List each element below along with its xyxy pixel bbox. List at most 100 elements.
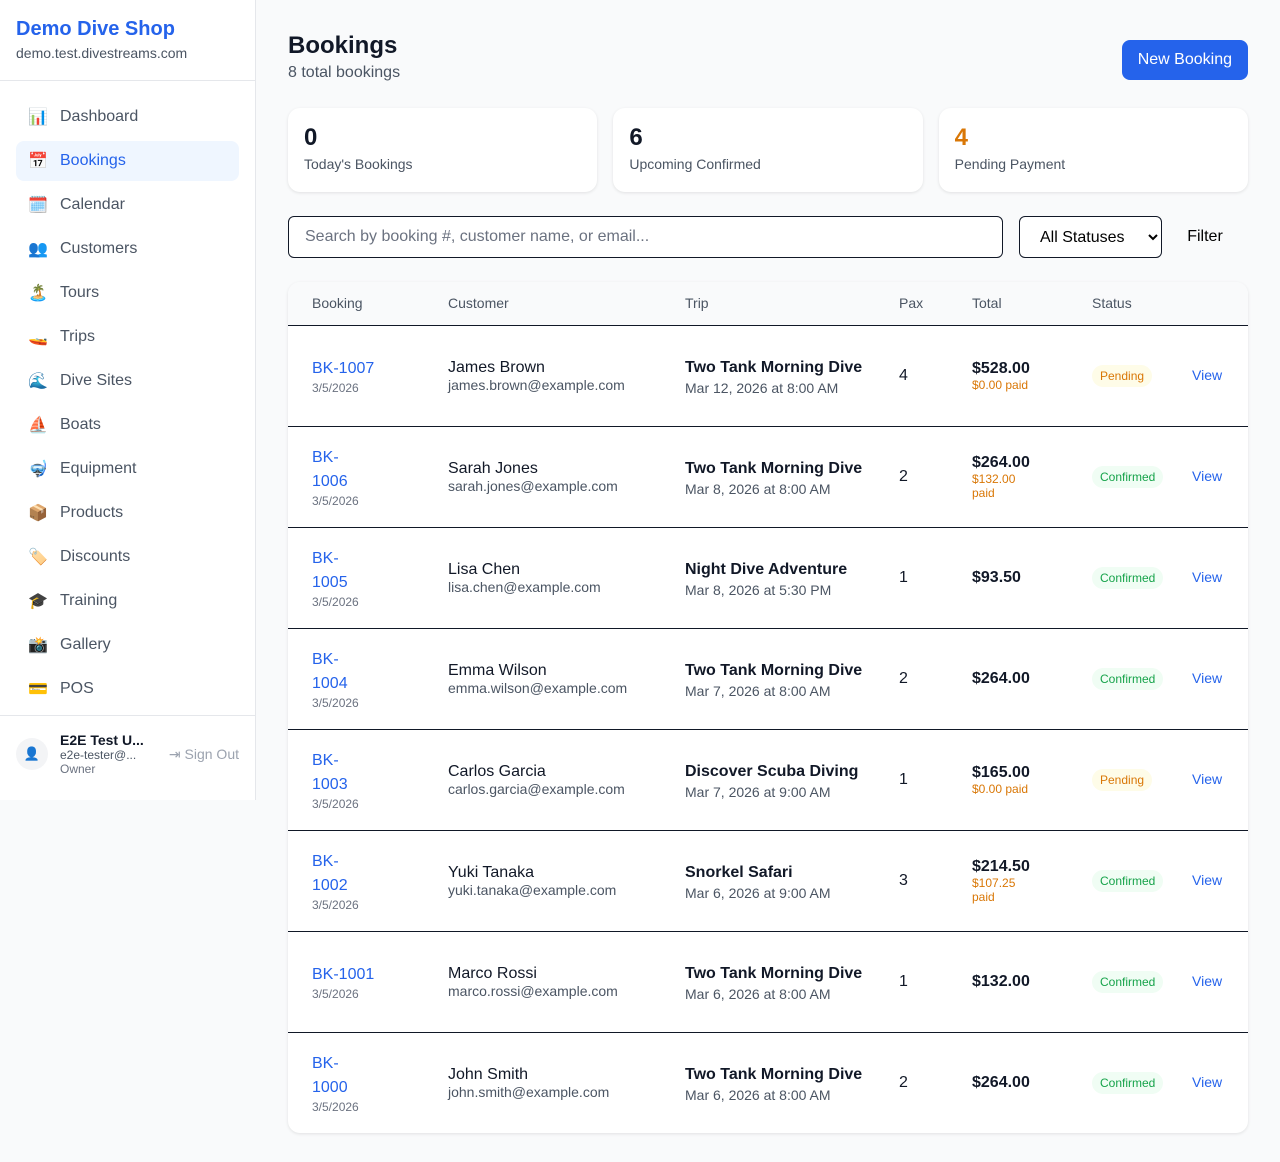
amount-paid: $0.00 paid — [972, 781, 1029, 796]
customer-email: marco.rossi@example.com — [448, 982, 618, 999]
booking-id-link[interactable]: BK-1006 — [312, 448, 348, 490]
stat-value: 6 — [629, 124, 643, 151]
view-link[interactable]: View — [1192, 467, 1223, 484]
pax-count: 1 — [875, 729, 948, 831]
customer-name: Yuki Tanaka — [448, 863, 534, 881]
sidebar-item-tours[interactable]: 🏝️ Tours — [16, 273, 239, 313]
calendar-icon: 🗓️ — [28, 197, 48, 214]
table-row[interactable]: BK-1005 3/5/2026 Lisa Chen lisa.chen@examp… — [288, 527, 1248, 629]
stats-row: 0 Today's Bookings 6 Upcoming Confirmed 4 Pen… — [288, 108, 1248, 192]
status-badge: Confirmed — [1092, 465, 1164, 488]
table-row[interactable]: BK-1000 3/5/2026 John Smith john.smith@exa… — [288, 1032, 1248, 1133]
sidebar-item-training[interactable]: 🎓 Training — [16, 581, 239, 621]
customer-name: Sarah Jones — [448, 459, 538, 477]
island-icon: 🏝️ — [28, 285, 48, 302]
customer-name: Emma Wilson — [448, 661, 547, 679]
sidebar-item-boats[interactable]: ⛵ Boats — [16, 405, 239, 445]
column-header: Total — [948, 282, 1068, 326]
column-header: Pax — [875, 282, 948, 326]
user-email: e2e-tester@... — [60, 748, 137, 762]
booking-date: 3/5/2026 — [312, 986, 359, 1001]
status-badge: Confirmed — [1092, 869, 1164, 892]
booking-id-link[interactable]: BK-1007 — [312, 359, 375, 377]
sidebar-item-equipment[interactable]: 🤿 Equipment — [16, 449, 239, 489]
status-badge: Confirmed — [1092, 970, 1164, 993]
people-icon: 👥 — [28, 241, 48, 258]
shop-name[interactable]: Demo Dive Shop — [16, 18, 175, 40]
sidebar-item-label: Dive Sites — [60, 372, 133, 389]
booking-id-link[interactable]: BK-1000 — [312, 1054, 348, 1096]
customer-email: sarah.jones@example.com — [448, 477, 618, 494]
sidebar-item-gallery[interactable]: 📸 Gallery — [16, 625, 239, 665]
trip-date: Mar 8, 2026 at 8:00 AM — [685, 480, 831, 497]
sidebar-item-products[interactable]: 📦 Products — [16, 493, 239, 533]
view-link[interactable]: View — [1192, 366, 1223, 383]
customer-name: Carlos Garcia — [448, 762, 546, 780]
sidebar-item-label: Tours — [60, 284, 100, 301]
booking-total: $264.00 — [972, 453, 1030, 471]
pax-count: 2 — [875, 628, 948, 730]
sidebar-item-bookings[interactable]: 📅 Bookings — [16, 141, 239, 181]
view-link[interactable]: View — [1192, 871, 1223, 888]
booking-id-link[interactable]: BK-1002 — [312, 852, 348, 894]
sidebar-item-calendar[interactable]: 🗓️ Calendar — [16, 185, 239, 225]
stat-card: 0 Today's Bookings — [288, 108, 598, 192]
status-badge: Pending — [1092, 364, 1153, 387]
table-row[interactable]: BK-1007 3/5/2026 James Brown james.brown@e… — [288, 325, 1248, 427]
booking-id-link[interactable]: BK-1005 — [312, 549, 348, 591]
sidebar-item-dashboard[interactable]: 📊 Dashboard — [16, 97, 239, 137]
column-header: Customer — [424, 282, 661, 326]
booking-id-link[interactable]: BK-1003 — [312, 751, 348, 793]
sidebar-item-customers[interactable]: 👥 Customers — [16, 229, 239, 269]
search-input[interactable] — [288, 216, 1003, 258]
trip-name: Two Tank Morning Dive — [685, 1065, 863, 1083]
booking-total: $528.00 — [972, 359, 1030, 377]
user-avatar-icon: 👤 — [16, 738, 48, 770]
filter-button[interactable]: Filter — [1162, 228, 1248, 246]
calendar-date-icon: 📅 — [28, 153, 48, 170]
pax-count: 4 — [875, 325, 948, 427]
booking-id-link[interactable]: BK-1001 — [312, 965, 375, 983]
sidebar-item-trips[interactable]: 🚤 Trips — [16, 317, 239, 357]
stat-label: Today's Bookings — [304, 156, 413, 172]
view-link[interactable]: View — [1192, 972, 1223, 989]
trip-date: Mar 6, 2026 at 9:00 AM — [685, 884, 831, 901]
amount-paid: $132.00 paid — [972, 471, 1016, 500]
table-row[interactable]: BK-1006 3/5/2026 Sarah Jones sarah.jones@e… — [288, 426, 1248, 528]
booking-date: 3/5/2026 — [312, 796, 359, 811]
table-row[interactable]: BK-1002 3/5/2026 Yuki Tanaka yuki.tanaka@e… — [288, 830, 1248, 932]
status-badge: Confirmed — [1092, 1071, 1164, 1094]
filter-bar: All Statuses Filter — [288, 216, 1248, 258]
booking-id-link[interactable]: BK-1004 — [312, 650, 348, 692]
view-link[interactable]: View — [1192, 669, 1223, 686]
sign-out-label: Sign Out — [184, 745, 239, 762]
view-link[interactable]: View — [1192, 568, 1223, 585]
booking-date: 3/5/2026 — [312, 493, 359, 508]
customer-email: james.brown@example.com — [448, 376, 625, 393]
sidebar-item-pos[interactable]: 💳 POS — [16, 669, 239, 709]
status-select[interactable]: All Statuses — [1019, 216, 1162, 258]
booking-date: 3/5/2026 — [312, 695, 359, 710]
stat-value: 4 — [954, 124, 969, 151]
sidebar-item-label: Customers — [60, 240, 138, 257]
view-link[interactable]: View — [1192, 770, 1223, 787]
trip-name: Two Tank Morning Dive — [685, 964, 863, 982]
new-booking-button[interactable]: New Booking — [1121, 40, 1248, 80]
trip-name: Discover Scuba Diving — [685, 762, 859, 780]
view-link[interactable]: View — [1192, 1073, 1223, 1090]
graduation-cap-icon: 🎓 — [28, 593, 48, 610]
stat-label: Upcoming Confirmed — [629, 156, 761, 172]
table-row[interactable]: BK-1001 3/5/2026 Marco Rossi marco.rossi@e… — [288, 931, 1248, 1033]
sidebar-item-dive-sites[interactable]: 🌊 Dive Sites — [16, 361, 239, 401]
table-row[interactable]: BK-1004 3/5/2026 Emma Wilson emma.wilson@e… — [288, 628, 1248, 730]
sidebar-item-label: Gallery — [60, 636, 111, 653]
sidebar-item-label: Dashboard — [60, 108, 139, 125]
booking-date: 3/5/2026 — [312, 1099, 359, 1114]
trip-name: Snorkel Safari — [685, 863, 793, 881]
sign-out-button[interactable]: ⇥ Sign Out — [169, 746, 239, 763]
table-row[interactable]: BK-1003 3/5/2026 Carlos Garcia carlos.garc… — [288, 729, 1248, 831]
sidebar-nav: 📊 Dashboard 📅 Bookings 🗓️ Calendar 👥 Customers 🏝… — [0, 81, 255, 709]
column-header: Trip — [661, 282, 875, 326]
sign-out-icon: ⇥ — [168, 745, 185, 762]
sidebar-item-discounts[interactable]: 🏷️ Discounts — [16, 537, 239, 577]
